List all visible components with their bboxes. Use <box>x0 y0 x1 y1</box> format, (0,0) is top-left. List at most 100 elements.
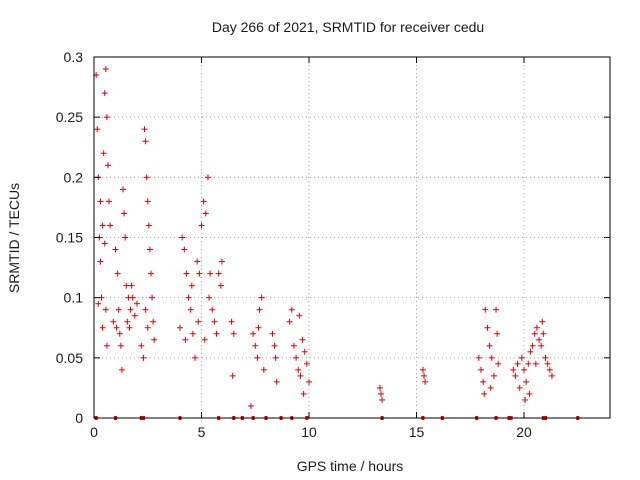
data-point <box>142 306 149 313</box>
data-point <box>512 372 519 379</box>
plot-frame <box>93 56 611 419</box>
data-point <box>288 306 295 313</box>
data-point <box>202 210 209 217</box>
data-point <box>533 324 540 331</box>
y-tick-label: 0.1 <box>64 290 84 306</box>
data-point <box>118 366 125 373</box>
data-point <box>478 366 484 373</box>
data-point <box>493 306 500 313</box>
data-point <box>102 66 109 73</box>
data-point <box>306 378 312 385</box>
data-point <box>147 270 154 277</box>
chart-title: Day 266 of 2021, SRMTID for receiver ced… <box>212 19 484 35</box>
data-point <box>215 270 222 277</box>
data-point <box>121 210 128 217</box>
data-point <box>484 324 491 331</box>
data-point <box>116 330 123 337</box>
data-point <box>140 354 147 361</box>
data-point <box>421 372 428 379</box>
data-point <box>192 354 199 361</box>
data-point <box>536 336 543 343</box>
data-point <box>120 186 127 193</box>
data-point <box>95 300 102 307</box>
data-point <box>290 342 297 349</box>
data-point <box>529 342 536 349</box>
data-point <box>300 390 307 397</box>
data-point <box>97 258 104 265</box>
data-point <box>299 336 306 343</box>
data-point <box>486 342 493 349</box>
data-point <box>488 354 495 361</box>
data-point <box>144 198 151 205</box>
data-point <box>128 282 135 289</box>
data-point <box>189 330 196 337</box>
data-point <box>145 222 152 229</box>
data-point <box>269 330 276 337</box>
axis-ticks: 0 5 10 15 20 0 0.05 0.1 0.15 0.2 0.25 0.3 <box>56 49 610 440</box>
data-point <box>204 174 211 181</box>
data-point <box>481 390 488 397</box>
data-point <box>196 270 203 277</box>
data-point <box>104 162 111 169</box>
data-point <box>101 90 108 97</box>
data-point <box>101 240 108 247</box>
data-point <box>494 330 501 337</box>
data-point <box>258 294 265 301</box>
data-point <box>482 306 489 313</box>
data-point <box>295 366 302 373</box>
data-point <box>146 246 153 253</box>
data-point <box>480 378 487 385</box>
data-point <box>149 294 156 301</box>
data-point <box>527 348 534 355</box>
data-point <box>187 306 194 313</box>
data-point <box>495 360 502 367</box>
data-point <box>177 324 183 331</box>
data-point <box>123 282 130 289</box>
data-point <box>419 366 426 373</box>
x-tick-label: 5 <box>198 424 206 440</box>
data-point <box>273 378 280 385</box>
data-point <box>143 174 150 181</box>
data-point <box>254 354 261 361</box>
data-point <box>521 366 527 373</box>
data-point <box>378 390 385 397</box>
data-point <box>422 378 429 385</box>
data-point <box>115 306 122 313</box>
data-point <box>523 378 530 385</box>
data-point <box>286 318 293 325</box>
x-tick-label: 15 <box>409 424 425 440</box>
data-point <box>516 384 523 391</box>
data-point <box>182 336 189 343</box>
data-point <box>122 234 129 241</box>
data-point <box>255 324 262 331</box>
data-point <box>200 198 207 205</box>
data-point <box>303 360 310 367</box>
data-point <box>99 324 106 331</box>
data-point <box>103 114 110 121</box>
data-point <box>301 348 308 355</box>
data-point <box>181 246 188 253</box>
data-point <box>211 318 218 325</box>
x-tick-label: 10 <box>301 424 317 440</box>
data-point <box>107 222 114 229</box>
data-point <box>194 258 201 265</box>
data-point <box>183 270 190 277</box>
data-point <box>247 402 254 409</box>
data-points <box>93 66 580 420</box>
y-tick-label: 0.15 <box>56 230 83 246</box>
data-point <box>138 342 145 349</box>
data-point <box>272 354 279 361</box>
data-point <box>252 342 259 349</box>
data-point <box>230 330 237 337</box>
data-point <box>540 330 547 337</box>
data-point <box>179 234 186 241</box>
x-axis-label: GPS time / hours <box>297 458 404 474</box>
data-point <box>99 222 106 229</box>
data-point <box>106 198 113 205</box>
data-point <box>185 294 192 301</box>
grid <box>94 57 610 418</box>
data-point <box>129 294 136 301</box>
data-point <box>379 396 386 403</box>
data-point <box>548 372 555 379</box>
